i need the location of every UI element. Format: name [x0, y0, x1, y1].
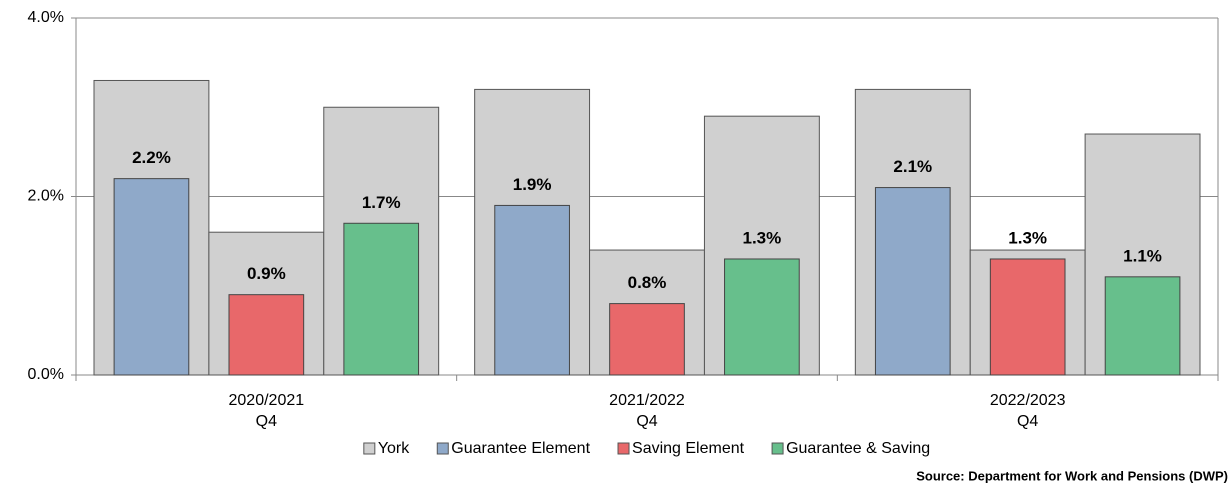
bar — [1104, 276, 1181, 376]
legend-swatch — [617, 442, 630, 455]
legend-swatch — [771, 442, 784, 455]
y-tick-label: 0.0% — [28, 366, 64, 383]
bar — [989, 258, 1066, 376]
value-label: 2.2% — [132, 148, 171, 167]
legend-label: Saving Element — [632, 440, 745, 457]
legend-label: Guarantee Element — [451, 440, 590, 457]
value-label: 1.1% — [1123, 246, 1162, 265]
bar — [609, 303, 685, 376]
y-tick-label: 2.0% — [28, 188, 64, 205]
value-label: 0.9% — [247, 264, 286, 283]
bar — [724, 258, 800, 376]
bar — [494, 204, 570, 376]
x-tick-label: Q4 — [1017, 413, 1038, 430]
value-label: 1.3% — [743, 228, 782, 247]
legend-swatch — [363, 442, 376, 455]
bar — [874, 187, 951, 376]
value-label: 1.7% — [362, 193, 401, 212]
x-tick-label: Q4 — [256, 413, 277, 430]
x-tick-label: 2020/2021 — [229, 392, 305, 409]
value-label: 2.1% — [893, 157, 932, 176]
legend-label: Guarantee & Saving — [786, 440, 930, 457]
value-label: 1.9% — [513, 175, 552, 194]
bar — [343, 222, 420, 376]
value-label: 0.8% — [628, 273, 667, 292]
value-label: 1.3% — [1008, 228, 1047, 247]
bar — [228, 294, 305, 376]
legend-label: York — [378, 440, 410, 457]
legend-swatch — [436, 442, 449, 455]
bar — [113, 178, 190, 376]
source-note: Source: Department for Work and Pensions… — [916, 468, 1228, 483]
x-tick-label: 2022/2023 — [990, 392, 1066, 409]
x-tick-label: 2021/2022 — [609, 392, 685, 409]
y-tick-label: 4.0% — [28, 9, 64, 26]
x-tick-label: Q4 — [636, 413, 657, 430]
